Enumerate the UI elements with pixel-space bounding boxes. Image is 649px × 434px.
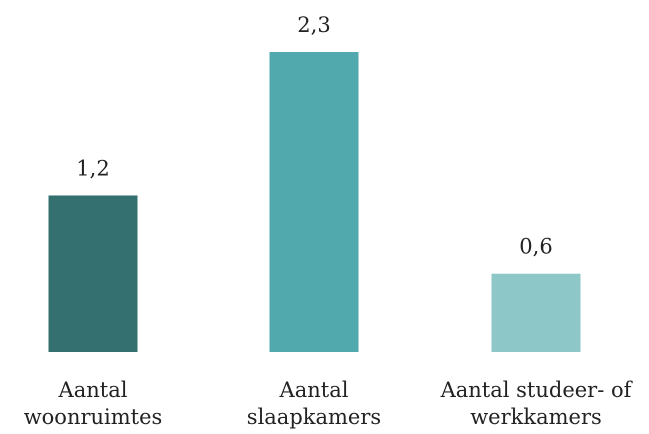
category-label-2: Aantal slaapkamers	[247, 378, 381, 429]
category-label-3-line-1: Aantal studeer- of	[440, 378, 634, 402]
bar-1	[49, 195, 138, 352]
category-label-3: Aantal studeer- of werkkamers	[440, 378, 634, 429]
category-label-2-line-2: slaapkamers	[247, 405, 381, 429]
category-label-1: Aantal woonruimtes	[24, 378, 163, 429]
category-label-2-line-1: Aantal	[279, 378, 349, 402]
data-label-1: 1,2	[76, 156, 109, 180]
bar-3	[492, 274, 581, 352]
category-label-1-line-1: Aantal	[58, 378, 128, 402]
category-label-1-line-2: woonruimtes	[24, 405, 163, 429]
data-label-3: 0,6	[519, 235, 552, 259]
bar-2	[270, 52, 359, 352]
category-label-3-line-2: werkkamers	[470, 405, 602, 429]
data-label-2: 2,3	[297, 13, 330, 37]
bars-group	[49, 52, 581, 352]
